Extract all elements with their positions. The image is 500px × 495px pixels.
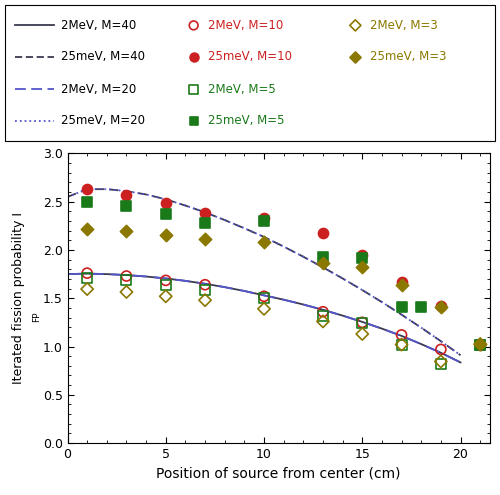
Point bbox=[83, 198, 91, 206]
Text: 25meV, M=40: 25meV, M=40 bbox=[62, 50, 146, 63]
Point bbox=[319, 312, 327, 320]
Point bbox=[398, 331, 406, 339]
Point bbox=[122, 288, 130, 296]
Point bbox=[190, 85, 198, 93]
Point bbox=[476, 341, 484, 348]
FancyBboxPatch shape bbox=[5, 5, 495, 141]
Point bbox=[437, 303, 445, 311]
Text: 2MeV, M=40: 2MeV, M=40 bbox=[62, 19, 136, 32]
Point bbox=[201, 209, 209, 217]
Text: 25meV, M=10: 25meV, M=10 bbox=[208, 50, 292, 63]
Text: FP: FP bbox=[32, 312, 42, 322]
Point bbox=[83, 185, 91, 193]
Point bbox=[201, 281, 209, 289]
Point bbox=[398, 303, 406, 311]
Point bbox=[162, 276, 170, 284]
Point bbox=[201, 219, 209, 227]
Point bbox=[201, 236, 209, 244]
Point bbox=[319, 253, 327, 261]
Point bbox=[201, 296, 209, 304]
Point bbox=[83, 269, 91, 277]
Point bbox=[352, 53, 360, 61]
Point bbox=[358, 319, 366, 327]
Point bbox=[417, 303, 425, 311]
Text: 25meV, M=3: 25meV, M=3 bbox=[370, 50, 446, 63]
Point bbox=[122, 272, 130, 280]
Point bbox=[358, 263, 366, 271]
Point bbox=[358, 254, 366, 262]
Point bbox=[398, 278, 406, 286]
Point bbox=[476, 341, 484, 348]
Point bbox=[398, 281, 406, 289]
Point bbox=[162, 293, 170, 300]
Point bbox=[190, 117, 198, 125]
Point bbox=[260, 294, 268, 302]
Point bbox=[260, 217, 268, 225]
X-axis label: Position of source from center (cm): Position of source from center (cm) bbox=[156, 466, 401, 481]
Text: 25meV, M=5: 25meV, M=5 bbox=[208, 114, 285, 127]
Point bbox=[398, 341, 406, 348]
Text: 2MeV, M=20: 2MeV, M=20 bbox=[62, 83, 136, 96]
Text: Iterated fission probability I: Iterated fission probability I bbox=[12, 212, 26, 384]
Point bbox=[122, 227, 130, 235]
Point bbox=[398, 341, 406, 348]
Point bbox=[319, 308, 327, 316]
Point bbox=[162, 198, 170, 206]
Point bbox=[358, 330, 366, 338]
Text: 2MeV, M=3: 2MeV, M=3 bbox=[370, 19, 438, 32]
Point bbox=[476, 341, 484, 348]
Text: 25meV, M=20: 25meV, M=20 bbox=[62, 114, 146, 127]
Point bbox=[83, 274, 91, 282]
Point bbox=[260, 305, 268, 313]
Point bbox=[260, 293, 268, 300]
Text: 2MeV, M=10: 2MeV, M=10 bbox=[208, 19, 284, 32]
Point bbox=[437, 357, 445, 365]
Point bbox=[162, 231, 170, 239]
Text: 2MeV, M=5: 2MeV, M=5 bbox=[208, 83, 276, 96]
Point bbox=[352, 21, 360, 29]
Point bbox=[319, 258, 327, 266]
Point bbox=[437, 302, 445, 310]
Point bbox=[122, 276, 130, 284]
Point bbox=[437, 360, 445, 368]
Point bbox=[201, 286, 209, 294]
Point bbox=[358, 318, 366, 326]
Point bbox=[476, 341, 484, 348]
Point bbox=[122, 191, 130, 199]
Point bbox=[83, 285, 91, 293]
Point bbox=[476, 340, 484, 348]
Point bbox=[122, 201, 130, 209]
Point bbox=[162, 281, 170, 289]
Point bbox=[162, 210, 170, 218]
Point bbox=[358, 251, 366, 259]
Point bbox=[190, 53, 198, 61]
Point bbox=[319, 317, 327, 325]
Point bbox=[437, 346, 445, 353]
Point bbox=[260, 238, 268, 246]
Point bbox=[260, 214, 268, 222]
Point bbox=[319, 229, 327, 237]
Point bbox=[190, 21, 198, 29]
Point bbox=[83, 225, 91, 233]
Point bbox=[476, 340, 484, 347]
